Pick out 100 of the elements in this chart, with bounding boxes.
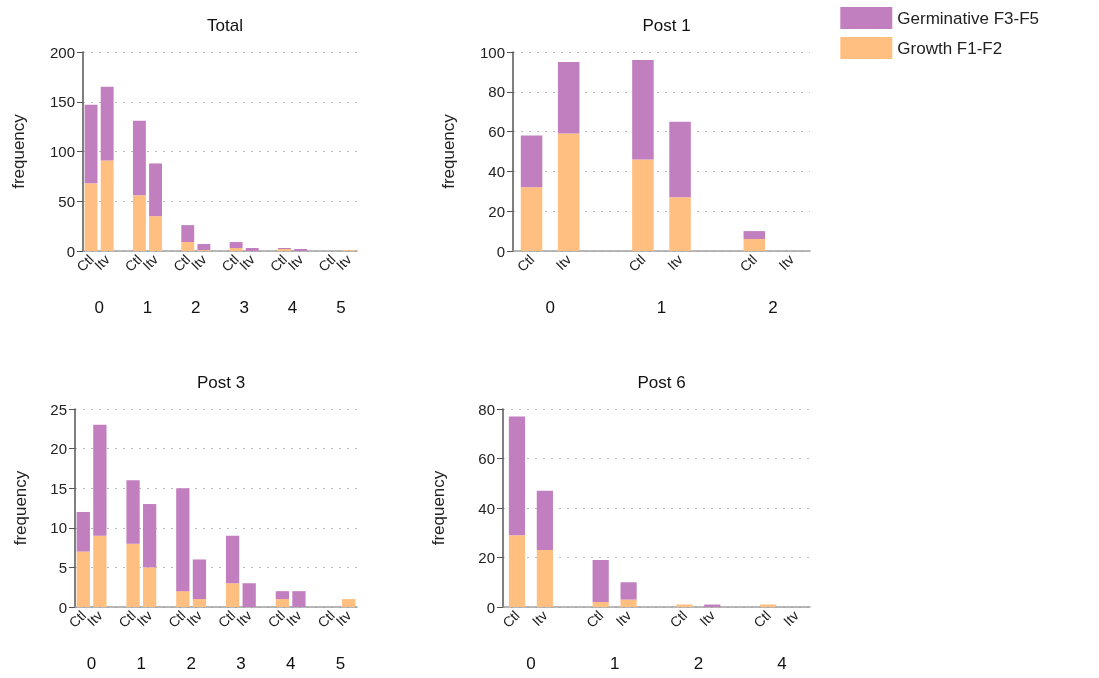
y-axis-title: frequency <box>11 470 30 546</box>
bar <box>126 480 140 544</box>
bar <box>275 591 289 600</box>
text: 2 <box>768 297 778 317</box>
text: 1 <box>142 297 153 317</box>
chart-title: Post 1 <box>642 16 691 35</box>
y-tick-label: 0 <box>496 242 505 260</box>
text: 0 <box>94 297 104 317</box>
x-tick-label: Itv <box>663 251 686 274</box>
x-tick-label: Ctl <box>625 251 649 275</box>
text: 1 <box>136 653 147 673</box>
x-tick-label: Ctl <box>582 607 607 631</box>
bar <box>176 488 190 592</box>
text: 2 <box>186 653 196 673</box>
x-tick-label: Itv <box>552 251 575 274</box>
bar <box>225 535 240 584</box>
bar <box>557 133 580 251</box>
y-axis-title: frequency <box>429 470 448 546</box>
bar <box>176 591 190 607</box>
y-tick-label: 100 <box>479 43 505 61</box>
y-tick-label: 15 <box>50 479 67 497</box>
y-tick-label: 40 <box>478 499 495 517</box>
bar <box>743 239 766 251</box>
bar <box>132 195 146 251</box>
bar <box>536 550 553 607</box>
text: 4 <box>287 297 298 317</box>
bar <box>620 582 637 600</box>
y-tick-label: 20 <box>478 549 495 566</box>
bar <box>342 599 356 607</box>
bar <box>508 416 526 536</box>
bar <box>245 248 259 251</box>
y-tick-label: 0 <box>486 598 495 616</box>
bar <box>192 559 207 600</box>
y-tick-label: 25 <box>50 400 67 418</box>
text: 1 <box>656 297 667 317</box>
bar <box>143 504 157 568</box>
y-tick-label: 80 <box>488 83 505 101</box>
y-tick-label: 5 <box>58 558 67 576</box>
bar <box>592 602 609 607</box>
bar <box>149 163 162 217</box>
y-tick-label: 60 <box>488 123 505 141</box>
bar <box>76 551 90 607</box>
y-tick-label: 20 <box>50 440 67 458</box>
bar <box>181 225 195 243</box>
bar <box>557 61 580 134</box>
bar <box>181 242 195 251</box>
bar <box>520 135 543 188</box>
y-axis-title: frequency <box>9 113 28 189</box>
bar <box>132 120 146 196</box>
bar <box>275 599 289 607</box>
bar <box>100 86 114 161</box>
bar <box>76 511 90 552</box>
bar <box>536 490 553 551</box>
y-tick-label: 60 <box>478 450 495 467</box>
bar <box>149 216 162 251</box>
bar <box>520 187 543 251</box>
chart-title: Post 3 <box>196 373 246 392</box>
text: 3 <box>236 653 246 673</box>
bar <box>93 424 107 536</box>
bar <box>197 244 211 251</box>
bar <box>669 121 691 198</box>
bar <box>126 543 140 607</box>
y-tick-label: 10 <box>50 519 67 537</box>
bar <box>225 583 240 607</box>
text: 2 <box>693 653 704 673</box>
chart-title: Total <box>207 16 243 35</box>
x-tick-label: Ctl <box>499 607 523 631</box>
bar <box>192 599 207 607</box>
text: 0 <box>526 653 536 673</box>
bar <box>632 59 654 160</box>
chart-title: Post 6 <box>637 373 686 392</box>
bar <box>229 242 243 249</box>
bar <box>620 599 637 607</box>
x-tick-label: Ctl <box>666 607 691 631</box>
bar <box>84 183 98 251</box>
y-tick-label: 40 <box>488 162 505 180</box>
y-tick-label: 100 <box>49 143 75 160</box>
x-tick-label: Itv <box>775 251 798 274</box>
y-axis-title: frequency <box>439 113 458 189</box>
text: 5 <box>336 297 346 317</box>
x-tick-label: Ctl <box>513 251 538 275</box>
legend-label: Growth F1-F2 <box>897 38 1003 58</box>
bar <box>100 160 114 251</box>
x-tick-label: Itv <box>779 607 802 630</box>
text: 2 <box>191 297 201 317</box>
bar <box>508 535 526 607</box>
y-tick-label: 150 <box>49 93 75 111</box>
bar <box>592 559 609 603</box>
x-tick-label: Ctl <box>750 607 774 631</box>
bar <box>93 535 107 607</box>
bar <box>292 591 306 607</box>
y-tick-label: 200 <box>49 43 75 61</box>
text: 5 <box>335 653 346 673</box>
text: 0 <box>545 297 555 317</box>
text: 0 <box>86 653 97 673</box>
bar <box>632 159 654 251</box>
bar <box>743 231 766 240</box>
bar <box>669 197 691 251</box>
y-tick-label: 80 <box>478 400 495 418</box>
x-tick-label: Itv <box>528 607 551 630</box>
